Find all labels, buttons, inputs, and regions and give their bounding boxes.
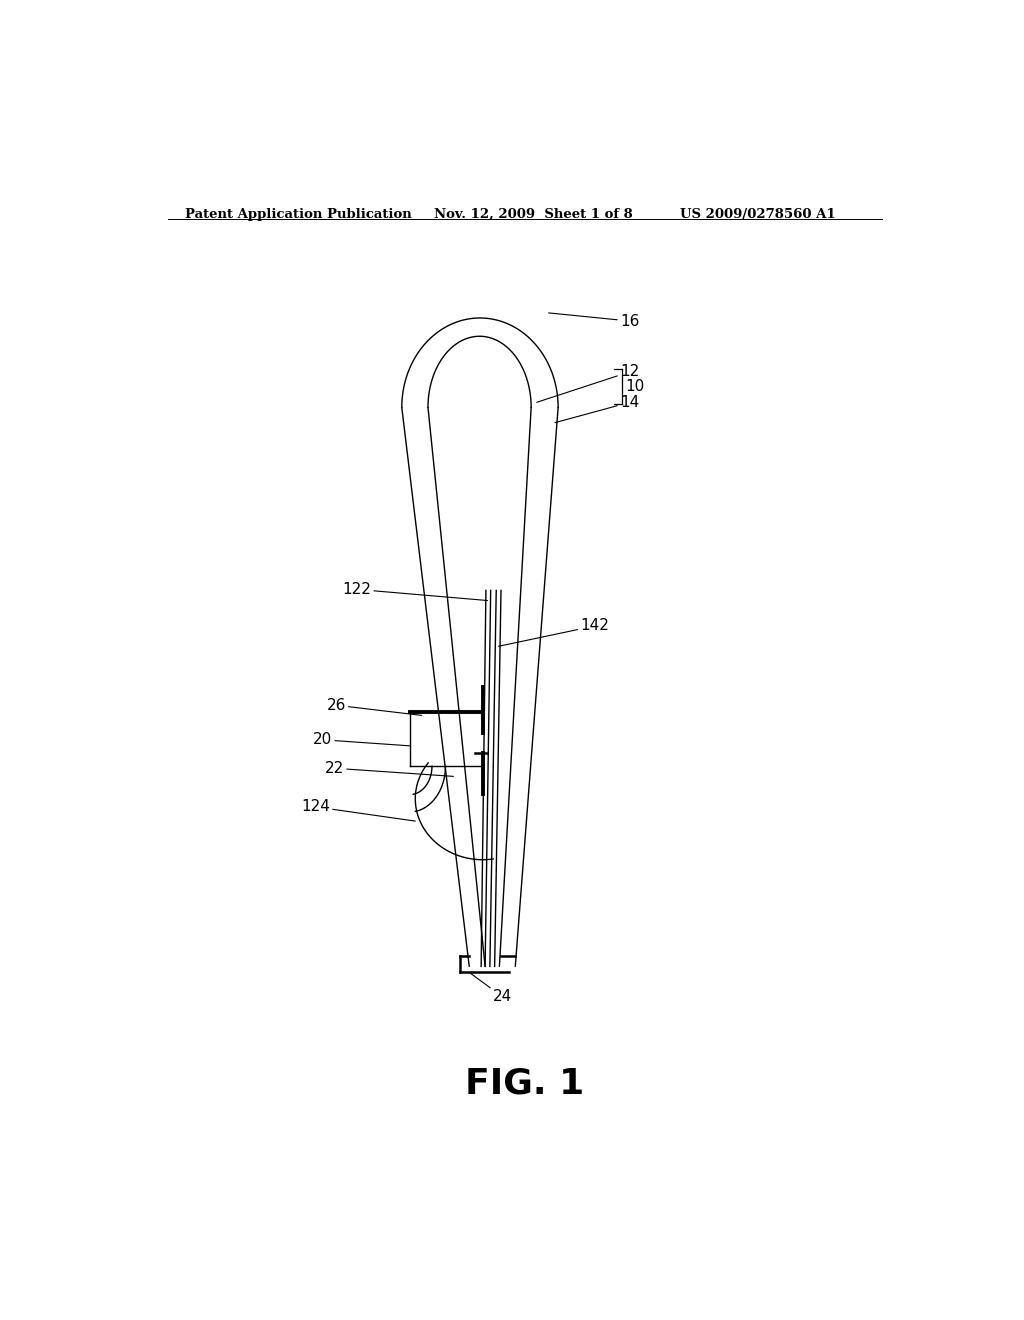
Text: 14: 14 bbox=[555, 395, 639, 422]
Text: 122: 122 bbox=[342, 582, 487, 601]
Text: FIG. 1: FIG. 1 bbox=[465, 1067, 585, 1101]
Text: Nov. 12, 2009  Sheet 1 of 8: Nov. 12, 2009 Sheet 1 of 8 bbox=[433, 209, 632, 222]
Text: 26: 26 bbox=[327, 698, 422, 715]
Text: FIG̲. 1: FIG̲. 1 bbox=[465, 1067, 585, 1101]
Text: 12: 12 bbox=[537, 364, 639, 403]
Text: 142: 142 bbox=[499, 619, 609, 647]
Text: 22: 22 bbox=[325, 760, 454, 776]
Text: Patent Application Publication: Patent Application Publication bbox=[185, 209, 412, 222]
Text: 16: 16 bbox=[549, 313, 639, 329]
Text: US 2009/0278560 A1: US 2009/0278560 A1 bbox=[680, 209, 836, 222]
Text: 24: 24 bbox=[471, 974, 512, 1005]
Text: 20: 20 bbox=[313, 733, 411, 747]
Text: 124: 124 bbox=[301, 800, 416, 821]
Text: 10: 10 bbox=[626, 379, 645, 395]
